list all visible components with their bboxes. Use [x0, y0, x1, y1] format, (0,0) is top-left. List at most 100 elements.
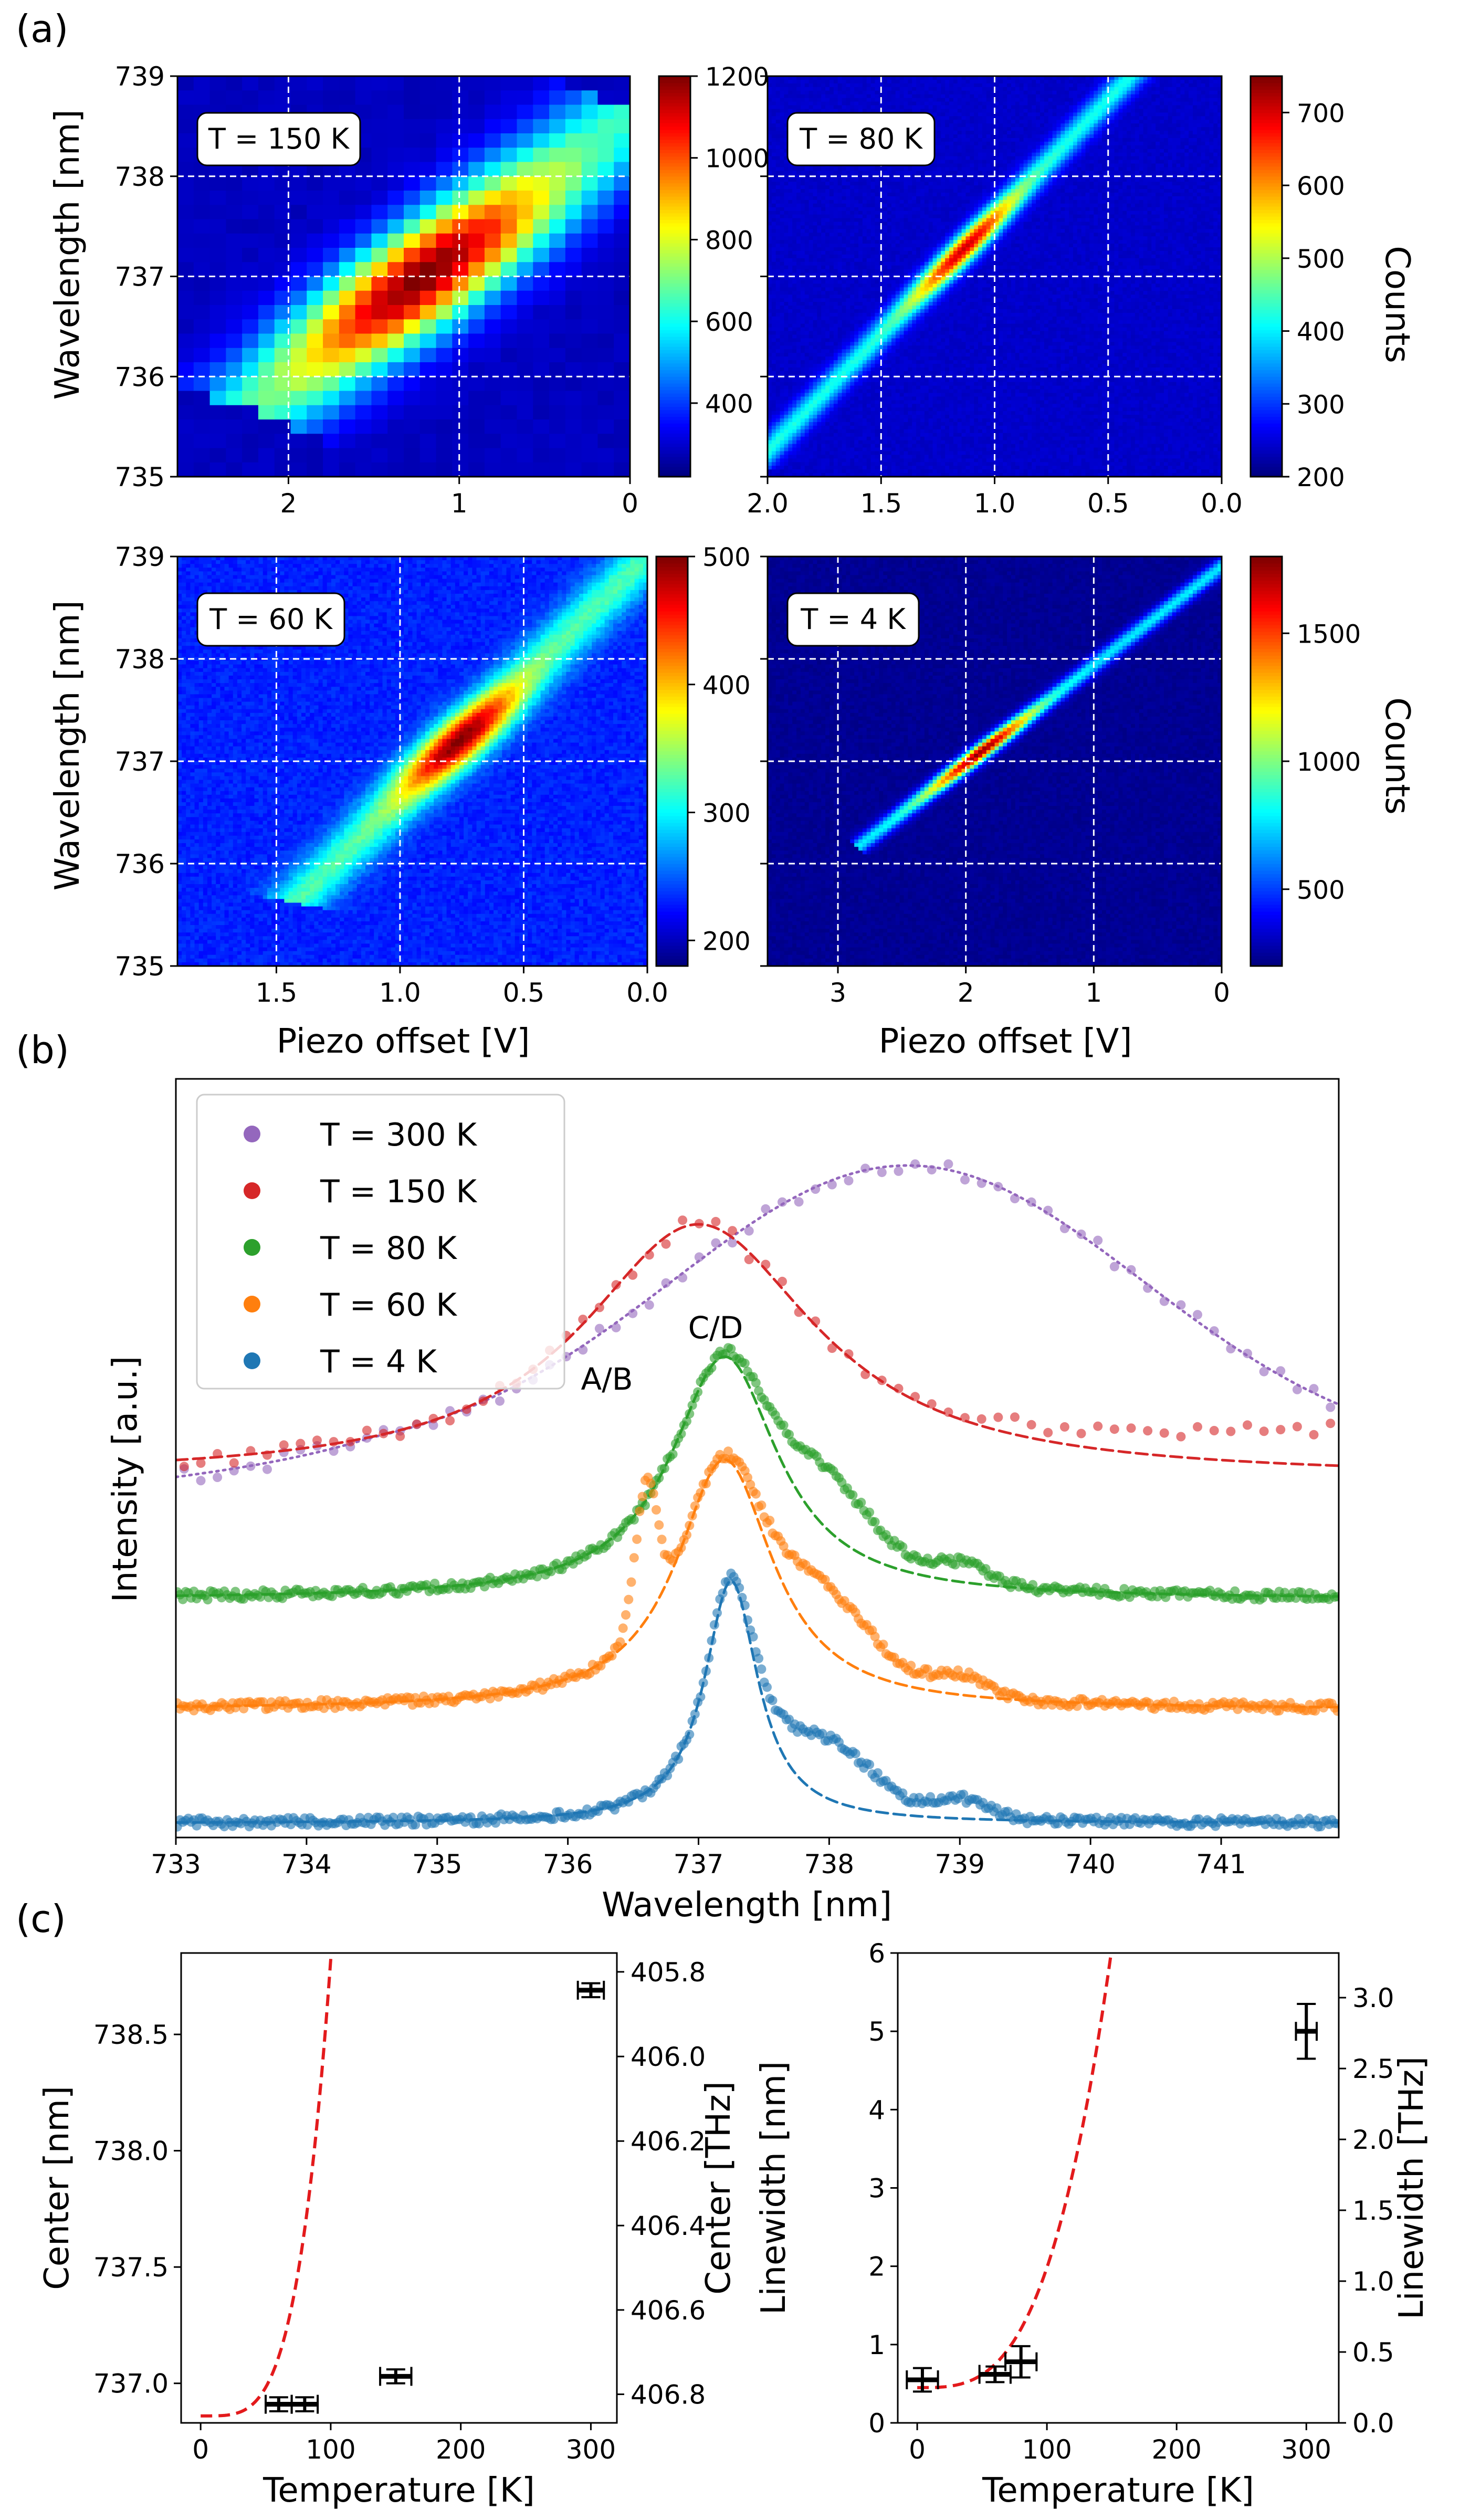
heatmap-cell: [792, 396, 797, 401]
heatmap-cell: [808, 105, 814, 110]
heatmap-cell: [533, 376, 550, 392]
heatmap-cell: [916, 302, 921, 306]
heatmap-cell: [436, 434, 453, 449]
heatmap-cell: [875, 182, 879, 186]
heatmap-cell: [895, 244, 900, 248]
heatmap-a2: 2.0 1.5 1.0 0.5 0.0T = 80 K20030040050060070…: [747, 75, 1345, 519]
heatmap-cell: [833, 404, 838, 408]
heatmap-cell: [768, 163, 772, 168]
heatmap-cell: [242, 176, 259, 191]
heatmap-cell: [800, 393, 805, 397]
heatmap-cell: [549, 319, 566, 334]
heatmap-cell: [817, 240, 822, 244]
heatmap-cell: [771, 222, 776, 226]
heatmap-cell: [500, 205, 518, 220]
heatmap-cell: [875, 385, 879, 390]
heatmap-cell: [829, 400, 834, 404]
heatmap-cell: [883, 389, 888, 394]
heatmap-cell: [858, 404, 863, 408]
heatmap-cell: [813, 182, 817, 186]
heatmap-cell: [821, 203, 826, 208]
heatmap-cell: [895, 422, 900, 426]
heatmap-cell: [883, 200, 888, 204]
heatmap-cell: [899, 302, 905, 306]
heatmap-cell: [866, 473, 872, 477]
heatmap-cell: [339, 262, 356, 277]
heatmap-cell: [854, 276, 859, 281]
heatmap-cell: [846, 382, 850, 386]
colorbar-step: [659, 92, 690, 97]
heatmap-cell: [850, 316, 855, 321]
heatmap-cell: [436, 233, 453, 248]
heatmap-cell: [895, 415, 900, 419]
heatmap-cell: [916, 236, 921, 240]
heatmap-cell: [846, 174, 850, 178]
heatmap-cell: [419, 176, 437, 191]
heatmap-cell: [846, 309, 850, 313]
heatmap-cell: [850, 295, 855, 299]
heatmap-cell: [895, 171, 900, 175]
heatmap-cell: [837, 404, 843, 408]
heatmap-cell: [842, 276, 847, 281]
colorbar-step: [659, 343, 690, 347]
heatmap-cell: [792, 218, 797, 223]
heatmap-cell: [829, 291, 834, 295]
heatmap-cell: [904, 462, 908, 466]
heatmap-cell: [792, 203, 797, 208]
heatmap-cell: [290, 448, 307, 463]
heatmap-cell: [829, 451, 834, 455]
heatmap-cell: [883, 280, 888, 284]
heatmap-cell: [850, 90, 855, 95]
heatmap-cell: [792, 411, 797, 415]
heatmap-cell: [614, 162, 631, 177]
heatmap-cell: [808, 447, 814, 452]
heatmap-cell: [904, 171, 908, 175]
heatmap-cell: [804, 433, 810, 437]
heatmap-cell: [771, 280, 776, 284]
heatmap-cell: [899, 236, 905, 240]
heatmap-cell: [780, 316, 785, 321]
heatmap-cell: [808, 309, 814, 313]
heatmap-cell: [833, 462, 838, 466]
heatmap-cell: [866, 411, 872, 415]
heatmap-cell: [813, 327, 817, 332]
heatmap-cell: [825, 87, 830, 91]
heatmap-cell: [899, 196, 905, 201]
heatmap-cell: [908, 415, 912, 419]
heatmap-cell: [916, 265, 921, 270]
heatmap-cell: [817, 203, 822, 208]
heatmap-cell: [796, 295, 801, 299]
heatmap-cell: [854, 327, 859, 332]
heatmap-cell: [771, 120, 776, 124]
heatmap-cell: [912, 90, 917, 95]
heatmap-cell: [768, 261, 772, 266]
heatmap-cell: [908, 422, 912, 426]
heatmap-cell: [858, 444, 863, 448]
heatmap-cell: [784, 138, 789, 142]
heatmap-cell: [796, 312, 801, 317]
heatmap-cell: [862, 94, 867, 99]
heatmap-cell: [771, 298, 776, 302]
heatmap-cell: [850, 109, 855, 113]
heatmap-cell: [846, 422, 850, 426]
heatmap-cell: [846, 233, 850, 237]
heatmap-cell: [796, 247, 801, 251]
heatmap-cell: [883, 171, 888, 175]
heatmap-cell: [355, 305, 372, 320]
heatmap-cell: [875, 396, 879, 401]
heatmap-cell: [895, 247, 900, 251]
heatmap-cell: [837, 174, 843, 178]
heatmap-cell: [775, 287, 781, 291]
heatmap-cell: [419, 104, 437, 120]
heatmap-cell: [581, 276, 598, 291]
heatmap-cell: [879, 178, 884, 182]
heatmap-cell: [808, 342, 814, 346]
heatmap-cell: [788, 101, 793, 106]
heatmap-cell: [904, 258, 908, 262]
heatmap-cell: [404, 219, 421, 234]
heatmap-cell: [899, 429, 905, 434]
heatmap-cell: [817, 374, 822, 379]
heatmap-cell: [879, 458, 884, 463]
heatmap-cell: [307, 219, 323, 234]
heatmap-cell: [829, 433, 834, 437]
